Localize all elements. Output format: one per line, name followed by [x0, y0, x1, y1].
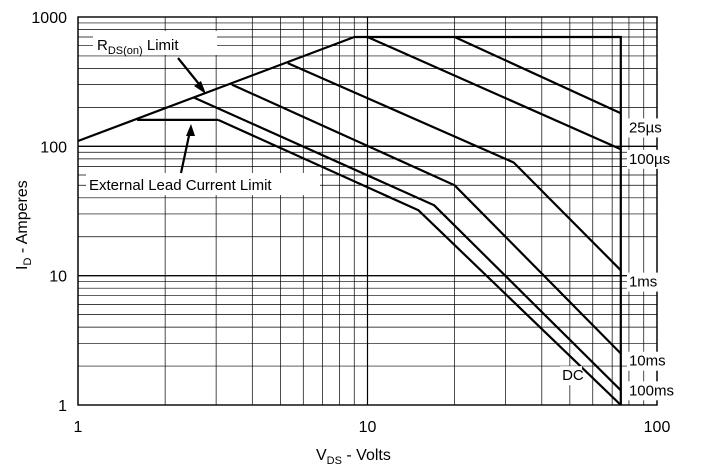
- curve-label-bg: [626, 272, 658, 292]
- x-tick-label: 100: [644, 419, 671, 436]
- curve-label: DC: [562, 367, 584, 384]
- rdson-sub: DS(on): [108, 45, 143, 57]
- y-axis-title-sub: D: [22, 258, 34, 266]
- y-axis-title-rest: - Amperes: [14, 180, 31, 257]
- curve-label-bg: [626, 381, 676, 401]
- lead-arrowhead: [186, 124, 195, 136]
- rdson-arrowhead: [194, 81, 206, 94]
- tick-labels: 1 10 100 1 10 100 1000: [31, 10, 670, 436]
- y-tick-label: 1000: [31, 10, 67, 27]
- y-tick-label: 10: [49, 269, 67, 286]
- series-line-1: [354, 35, 622, 405]
- series-line-4: [367, 35, 622, 151]
- rdson-rest: Limit: [143, 37, 180, 54]
- rdson-label-bg: [93, 31, 217, 55]
- curve-label-bg: [626, 351, 667, 371]
- series-line-7: [192, 96, 622, 392]
- curve-label: 100ms: [629, 382, 674, 399]
- curve-label: 25µs: [629, 119, 662, 136]
- x-axis-title-main: V: [316, 447, 327, 464]
- y-axis-title: ID - Amperes: [14, 180, 34, 270]
- x-axis-title: VDS - Volts: [316, 447, 391, 465]
- rdson-label: RDS(on) Limit: [97, 37, 179, 57]
- lead-arrow: [179, 130, 192, 174]
- x-tick-label: 1: [74, 419, 83, 436]
- rdson-limit-annotation: RDS(on) Limit: [93, 31, 217, 94]
- x-axis-title-rest: - Volts: [342, 447, 391, 464]
- curve-labels: 25µs 100µs 1ms 10ms 100ms DC: [560, 118, 676, 401]
- y-axis-title-main: I: [14, 266, 31, 270]
- x-axis-title-sub: DS: [327, 455, 342, 465]
- rdson-main: R: [97, 37, 108, 54]
- curve-label-bg: [626, 149, 676, 169]
- lead-label-bg: [86, 173, 320, 195]
- series-line-8: [217, 118, 622, 406]
- curve-label: 100µs: [629, 151, 670, 168]
- lead-limit-annotation: External Lead Current Limit: [86, 124, 320, 195]
- series-line-6: [231, 83, 622, 355]
- series-line-0: [77, 35, 355, 143]
- x-tick-label: 10: [359, 419, 377, 436]
- curve-label: 10ms: [629, 353, 666, 370]
- lead-label: External Lead Current Limit: [89, 177, 272, 194]
- curve-label-bg: [626, 118, 667, 138]
- y-tick-label: 100: [40, 139, 67, 156]
- plot-frame: [77, 16, 658, 406]
- y-tick-label: 1: [58, 398, 67, 415]
- series-lines: [77, 35, 622, 406]
- curve-label: 1ms: [629, 274, 657, 291]
- series-line-5: [287, 62, 622, 272]
- curve-label-bg: [560, 366, 583, 386]
- series-line-3: [454, 36, 622, 115]
